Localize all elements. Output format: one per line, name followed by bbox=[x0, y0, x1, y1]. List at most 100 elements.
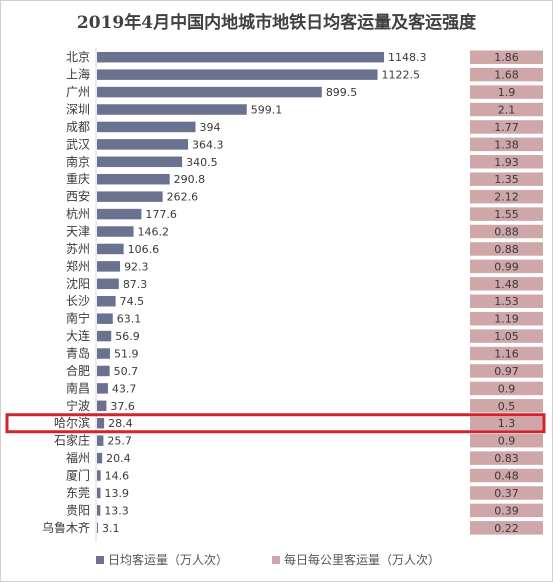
volume-bar bbox=[97, 435, 104, 446]
volume-data-label: 20.4 bbox=[106, 452, 130, 465]
category-label: 重庆 bbox=[66, 172, 90, 186]
intensity-data-label: 0.99 bbox=[494, 260, 519, 273]
volume-data-label: 13.9 bbox=[104, 487, 129, 500]
volume-bar bbox=[97, 226, 134, 237]
volume-bar bbox=[97, 330, 112, 342]
intensity-data-label: 1.48 bbox=[494, 278, 519, 291]
volume-bar bbox=[97, 278, 119, 290]
intensity-cell bbox=[470, 521, 543, 535]
category-label: 青岛 bbox=[66, 346, 90, 361]
intensity-data-label: 1.38 bbox=[494, 138, 519, 151]
intensity-data-label: 1.53 bbox=[494, 295, 519, 308]
intensity-cell bbox=[470, 311, 543, 326]
intensity-data-label: 1.86 bbox=[494, 51, 519, 64]
category-label: 北京 bbox=[66, 50, 90, 64]
volume-bar bbox=[97, 400, 107, 412]
category-label: 武汉 bbox=[66, 137, 90, 151]
volume-data-label: 37.6 bbox=[110, 400, 135, 413]
volume-data-label: 51.9 bbox=[114, 348, 139, 361]
category-label: 合肥 bbox=[66, 363, 90, 378]
intensity-data-label: 2.12 bbox=[494, 191, 519, 204]
intensity-cell bbox=[470, 102, 543, 117]
category-label: 沈阳 bbox=[66, 276, 90, 291]
intensity-cell bbox=[470, 277, 543, 291]
category-label: 东莞 bbox=[66, 486, 90, 500]
category-label: 石家庄 bbox=[54, 433, 90, 448]
volume-bar bbox=[97, 470, 101, 481]
category-label: 大连 bbox=[66, 328, 90, 343]
volume-data-label: 394 bbox=[199, 121, 220, 134]
volume-bar bbox=[97, 104, 247, 115]
legend-label-intensity: 每日每公里客运量（万人次） bbox=[284, 553, 441, 567]
volume-bar bbox=[97, 139, 189, 150]
volume-data-label: 340.5 bbox=[186, 156, 218, 169]
category-label: 哈尔滨 bbox=[54, 415, 90, 430]
volume-bar bbox=[97, 51, 384, 63]
volume-data-label: 290.8 bbox=[174, 173, 206, 186]
volume-data-label: 364.3 bbox=[192, 138, 224, 151]
category-label: 成都 bbox=[66, 120, 90, 134]
volume-data-label: 106.6 bbox=[128, 243, 160, 256]
volume-data-label: 3.1 bbox=[102, 522, 120, 535]
category-label: 上海 bbox=[66, 67, 90, 82]
category-label: 乌鲁木齐 bbox=[42, 520, 90, 535]
category-label: 杭州 bbox=[66, 206, 90, 221]
volume-data-label: 28.4 bbox=[108, 417, 133, 430]
intensity-data-label: 1.77 bbox=[494, 121, 519, 134]
volume-data-label: 599.1 bbox=[251, 104, 283, 117]
category-label: 厦门 bbox=[66, 468, 90, 483]
intensity-cell bbox=[470, 224, 543, 239]
intensity-cell bbox=[470, 155, 543, 169]
intensity-data-label: 0.5 bbox=[498, 400, 516, 413]
volume-bar bbox=[97, 365, 110, 377]
volume-data-label: 146.2 bbox=[138, 226, 170, 239]
intensity-data-label: 0.83 bbox=[494, 452, 519, 465]
intensity-cell bbox=[470, 189, 543, 204]
volume-data-label: 63.1 bbox=[117, 313, 141, 326]
intensity-data-label: 1.93 bbox=[494, 156, 519, 169]
category-label: 西安 bbox=[66, 189, 90, 204]
intensity-data-label: 1.9 bbox=[498, 86, 516, 99]
category-label: 南宁 bbox=[66, 311, 90, 326]
legend-item-intensity: 每日每公里客运量（万人次） bbox=[272, 551, 440, 568]
category-label: 苏州 bbox=[66, 242, 90, 256]
volume-bar bbox=[97, 173, 170, 185]
volume-data-label: 25.7 bbox=[107, 435, 132, 448]
intensity-data-label: 1.19 bbox=[494, 313, 519, 326]
volume-bar bbox=[97, 452, 103, 464]
volume-bar bbox=[97, 191, 163, 202]
volume-bar bbox=[97, 383, 108, 394]
volume-data-label: 1148.3 bbox=[388, 51, 427, 64]
intensity-cell bbox=[470, 468, 543, 483]
category-label: 贵阳 bbox=[66, 503, 90, 517]
intensity-data-label: 1.05 bbox=[494, 330, 519, 343]
intensity-data-label: 1.16 bbox=[494, 348, 519, 361]
legend-swatch-intensity bbox=[272, 555, 280, 564]
volume-bar bbox=[97, 487, 101, 499]
intensity-data-label: 0.88 bbox=[494, 226, 519, 239]
volume-bar bbox=[97, 505, 101, 516]
intensity-cell bbox=[470, 433, 543, 448]
intensity-cell bbox=[470, 329, 543, 343]
chart-title: 2019年4月中国内地城市地铁日均客运量及客运强度 bbox=[76, 13, 477, 33]
intensity-data-label: 1.55 bbox=[494, 208, 519, 221]
intensity-cell bbox=[470, 259, 543, 274]
volume-data-label: 56.9 bbox=[115, 330, 140, 343]
intensity-data-label: 2.1 bbox=[498, 104, 516, 117]
intensity-data-label: 1.35 bbox=[494, 173, 519, 186]
intensity-cell bbox=[470, 137, 543, 152]
category-label: 天津 bbox=[66, 225, 90, 239]
category-label: 深圳 bbox=[66, 103, 90, 117]
intensity-cell bbox=[470, 346, 543, 361]
volume-data-label: 1122.5 bbox=[382, 69, 421, 82]
intensity-data-label: 0.37 bbox=[494, 487, 519, 500]
volume-bar bbox=[97, 261, 121, 272]
intensity-data-label: 0.9 bbox=[498, 382, 516, 395]
category-label: 南昌 bbox=[66, 380, 90, 395]
intensity-data-label: 0.88 bbox=[494, 243, 519, 256]
volume-bar bbox=[97, 313, 113, 324]
volume-data-label: 74.5 bbox=[120, 295, 145, 308]
intensity-cell bbox=[470, 67, 543, 82]
volume-bar bbox=[97, 243, 124, 255]
intensity-data-label: 0.97 bbox=[494, 365, 519, 378]
